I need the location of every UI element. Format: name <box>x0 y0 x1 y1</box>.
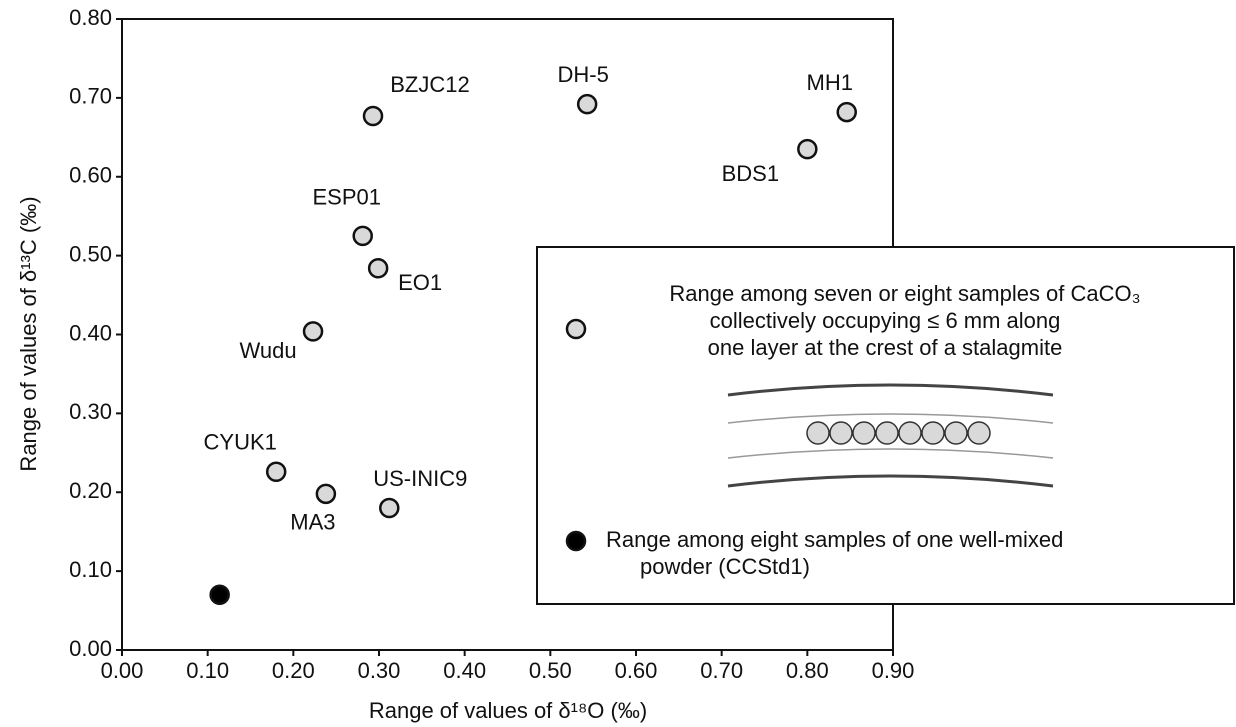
y-axis-label: Range of values of δ¹³C (‰) <box>16 196 41 471</box>
sample-circle <box>967 421 991 445</box>
point <box>302 321 324 342</box>
point <box>315 483 337 505</box>
point <box>576 93 598 115</box>
layer-line <box>727 383 1054 397</box>
legend-label: powder (CCStd1) <box>640 554 810 579</box>
y-tick-label: 0.00 <box>69 636 112 661</box>
y-tick-label: 0.40 <box>69 320 112 345</box>
y-tick-label: 0.60 <box>69 163 112 188</box>
x-tick-label: 0.60 <box>615 658 658 683</box>
x-tick-label: 0.10 <box>186 658 229 683</box>
x-axis-label: Range of values of δ¹⁸O (‰) <box>369 698 647 723</box>
x-tick-label: 0.00 <box>101 658 144 683</box>
sample-circles <box>806 421 991 445</box>
x-tick-label: 0.50 <box>529 658 572 683</box>
y-tick-label: 0.80 <box>69 5 112 30</box>
x-tick-label: 0.80 <box>786 658 829 683</box>
point <box>836 101 857 123</box>
legend-marker <box>565 530 587 552</box>
layer-line <box>727 474 1054 488</box>
x-tick-label: 0.70 <box>700 658 743 683</box>
legend-marker <box>565 318 587 340</box>
point-label: ESP01 <box>312 185 381 210</box>
stalagmite-sketch <box>727 383 1054 488</box>
sample-circle <box>898 421 922 445</box>
legend <box>536 246 1235 605</box>
legend-label: one layer at the crest of a stalagmite <box>708 335 1063 360</box>
point-label: US-INIC9 <box>373 466 467 491</box>
x-tick-label: 0.40 <box>443 658 486 683</box>
sample-circle <box>852 421 876 445</box>
y-tick-label: 0.30 <box>69 399 112 424</box>
layer-line <box>727 413 1054 424</box>
point-label: EO1 <box>398 270 442 295</box>
point <box>352 225 373 247</box>
sample-circle <box>806 421 830 445</box>
legend-label: Range among seven or eight samples of Ca… <box>669 281 1140 306</box>
legend-label: collectively occupying ≤ 6 mm along <box>710 308 1061 333</box>
point <box>797 138 818 160</box>
point-label: MA3 <box>290 510 335 535</box>
x-tick-label: 0.20 <box>272 658 315 683</box>
sample-circle <box>944 421 968 445</box>
sample-circle <box>829 421 853 445</box>
layer-line <box>727 448 1054 459</box>
point <box>362 105 384 127</box>
point <box>209 584 230 606</box>
point-label: BZJC12 <box>390 72 469 97</box>
legend-box <box>536 246 1235 605</box>
point-label: CYUK1 <box>204 430 277 455</box>
y-tick-label: 0.50 <box>69 241 112 266</box>
sample-circle <box>921 421 945 445</box>
point <box>265 461 287 482</box>
x-tick-label: 0.90 <box>872 658 915 683</box>
point-label: MH1 <box>807 70 853 95</box>
x-tick-label: 0.30 <box>358 658 401 683</box>
legend-label: Range among eight samples of one well-mi… <box>606 527 1063 552</box>
point <box>367 257 389 279</box>
point-label: BDS1 <box>722 161 779 186</box>
sample-circle <box>875 421 899 445</box>
y-tick-label: 0.20 <box>69 478 112 503</box>
y-tick-label: 0.70 <box>69 84 112 109</box>
point-label: Wudu <box>239 338 296 363</box>
y-tick-label: 0.10 <box>69 557 112 582</box>
point-label: DH-5 <box>557 62 608 87</box>
point <box>379 497 400 519</box>
